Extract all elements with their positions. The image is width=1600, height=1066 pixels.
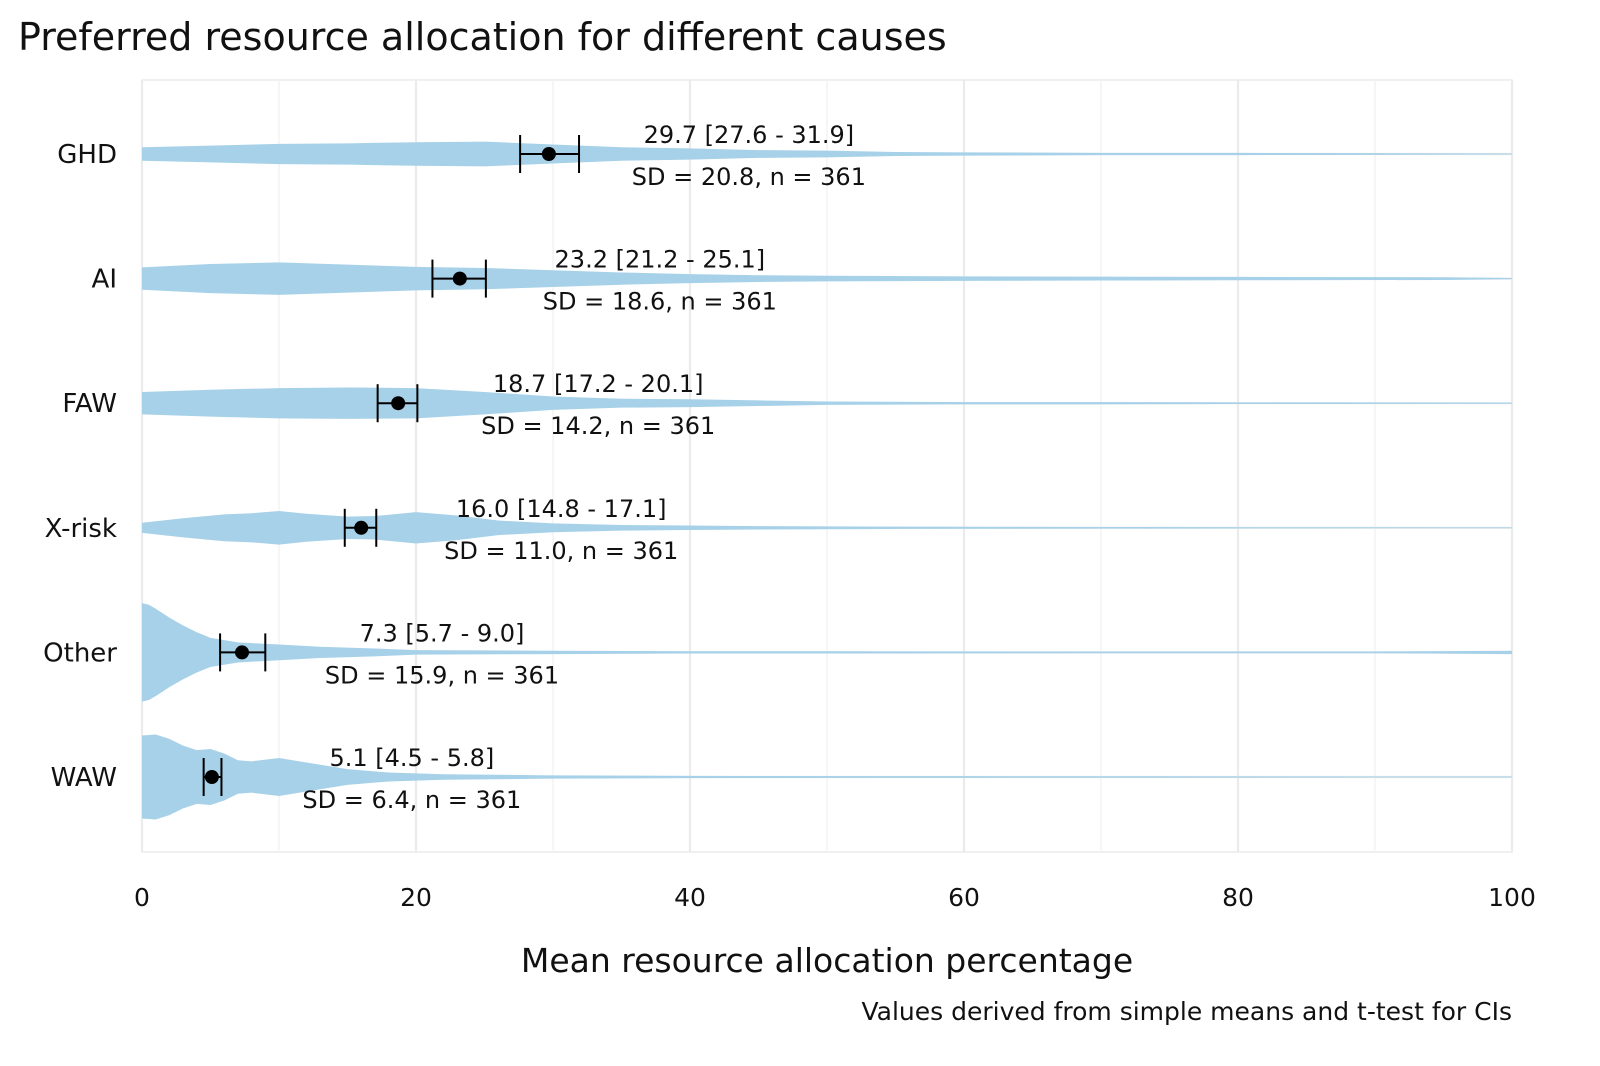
- ci-label-waw: 5.1 [4.5 - 5.8]: [329, 744, 494, 772]
- x-axis-label: Mean resource allocation percentage: [521, 941, 1133, 980]
- error-bars: [202, 135, 581, 796]
- x-tick-label: 0: [134, 883, 150, 912]
- y-label-other: Other: [43, 638, 117, 668]
- caption: Values derived from simple means and t-t…: [862, 997, 1513, 1026]
- y-label-faw: FAW: [62, 389, 117, 419]
- x-tick-label: 60: [948, 883, 980, 912]
- y-axis-labels: GHD AI FAW X-risk Other WAW: [43, 140, 117, 793]
- sd-label-waw: SD = 6.4, n = 361: [302, 786, 521, 814]
- violin-x-risk: [142, 511, 1512, 545]
- ci-label-ai: 23.2 [21.2 - 25.1]: [555, 246, 766, 274]
- violin-other: [142, 603, 1512, 702]
- x-tick-label: 80: [1222, 883, 1254, 912]
- y-label-waw: WAW: [51, 763, 117, 793]
- mean-point-faw: [391, 396, 406, 411]
- x-tick-label: 40: [674, 883, 706, 912]
- violin-faw: [142, 387, 1512, 419]
- sd-label-ghd: SD = 20.8, n = 361: [632, 163, 866, 191]
- violin-ai: [142, 262, 1512, 295]
- y-label-x-risk: X-risk: [45, 514, 117, 544]
- ci-label-other: 7.3 [5.7 - 9.0]: [360, 619, 525, 647]
- violin-waw: [142, 734, 1512, 820]
- ci-label-x-risk: 16.0 [14.8 - 17.1]: [456, 495, 667, 523]
- sd-label-ai: SD = 18.6, n = 361: [543, 288, 777, 316]
- mean-point-other: [235, 645, 250, 660]
- sd-label-other: SD = 15.9, n = 361: [325, 661, 559, 689]
- violin-ghd: [142, 141, 1512, 167]
- x-axis-ticks: 0 20 40 60 80 100: [134, 883, 1536, 912]
- violins: [142, 141, 1512, 820]
- x-tick-label: 20: [400, 883, 432, 912]
- ci-label-faw: 18.7 [17.2 - 20.1]: [493, 370, 704, 398]
- ci-label-ghd: 29.7 [27.6 - 31.9]: [644, 121, 855, 149]
- grid: [140, 79, 1514, 853]
- annotations: 29.7 [27.6 - 31.9] SD = 20.8, n = 361 23.2…: [302, 121, 866, 814]
- y-label-ghd: GHD: [57, 140, 117, 170]
- y-label-ai: AI: [92, 265, 117, 295]
- sd-label-x-risk: SD = 11.0, n = 361: [444, 537, 678, 565]
- mean-point-ghd: [541, 147, 556, 161]
- chart-title: Preferred resource allocation for differ…: [18, 15, 947, 59]
- mean-point-waw: [204, 770, 219, 784]
- x-tick-label: 100: [1488, 883, 1536, 912]
- mean-point-x-risk: [354, 520, 369, 535]
- sd-label-faw: SD = 14.2, n = 361: [481, 412, 715, 440]
- mean-point-ai: [452, 271, 467, 286]
